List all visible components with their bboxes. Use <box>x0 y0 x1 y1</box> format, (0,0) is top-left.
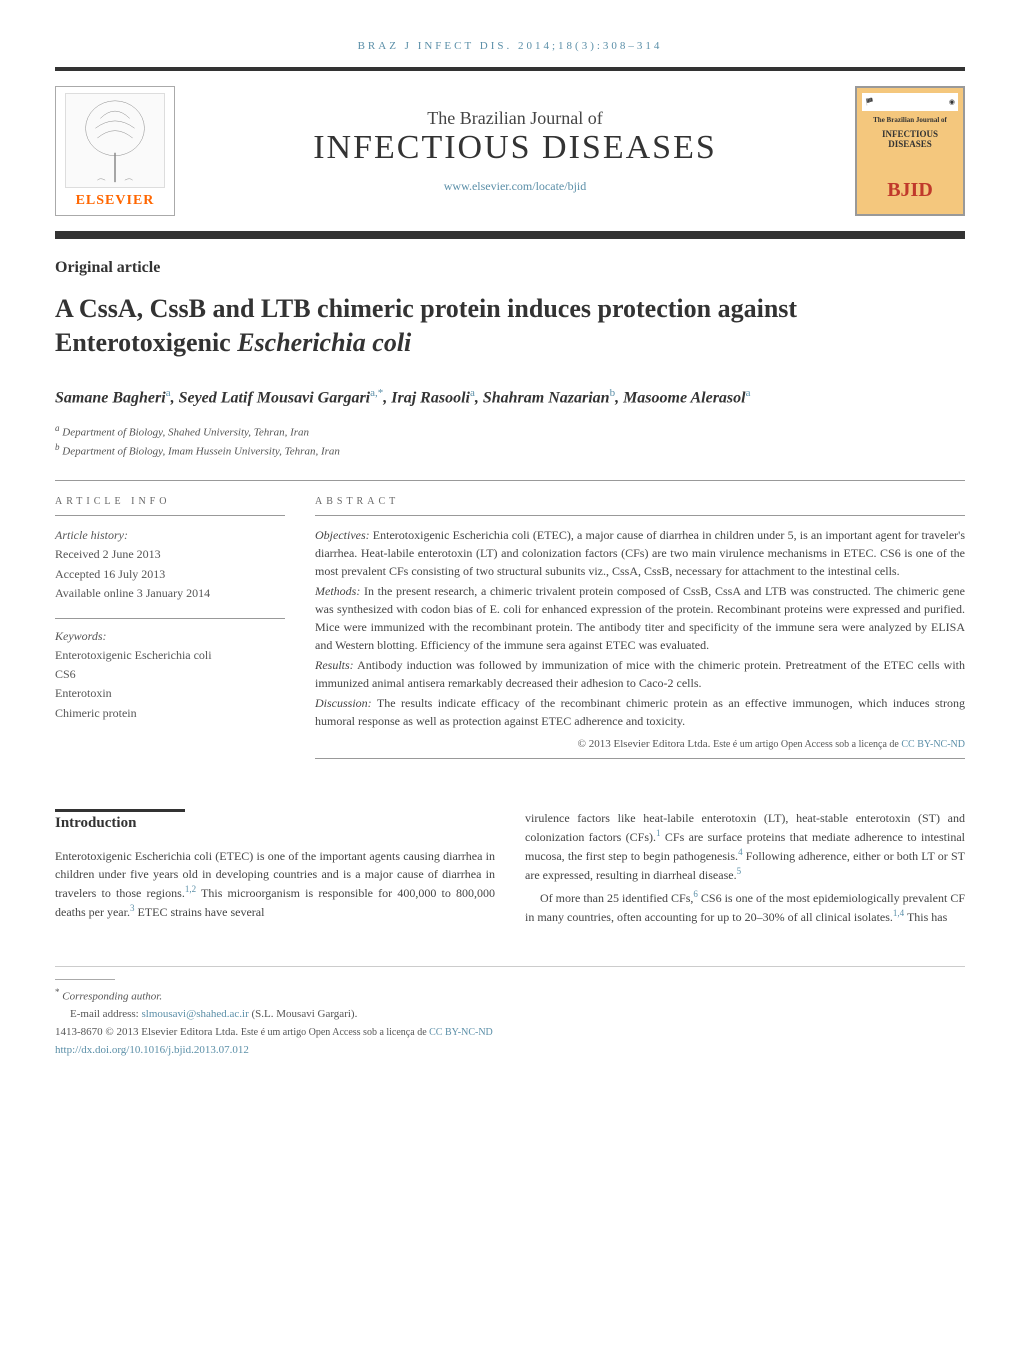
body-columns: Introduction Enterotoxigenic Escherichia… <box>55 809 965 926</box>
ref-1-4[interactable]: 1,4 <box>893 908 904 918</box>
info-underline <box>55 515 285 516</box>
history-online: Available online 3 January 2014 <box>55 584 285 603</box>
author-4-affil: b <box>610 387 616 399</box>
ref-5[interactable]: 5 <box>737 866 742 876</box>
abstract-underline <box>315 515 965 516</box>
introduction-header: Introduction <box>55 815 495 832</box>
results-text: Antibody induction was followed by immun… <box>315 658 965 690</box>
objectives-text: Enterotoxigenic Escherichia coli (ETEC),… <box>315 528 965 578</box>
copyright-text: © 2013 Elsevier Editora Ltda. <box>578 738 713 750</box>
history-accepted: Accepted 16 July 2013 <box>55 565 285 584</box>
author-1-affil: a <box>166 387 171 399</box>
body-col-left: Introduction Enterotoxigenic Escherichia… <box>55 809 495 926</box>
cover-bjid: BJID <box>887 179 933 202</box>
history-received: Received 2 June 2013 <box>55 545 285 564</box>
discussion-text: The results indicate efficacy of the rec… <box>315 696 965 728</box>
body-col-right: virulence factors like heat-labile enter… <box>525 809 965 926</box>
license-link[interactable]: CC BY-NC-ND <box>901 739 965 750</box>
authors-list: Samane Bagheria, Seyed Latif Mousavi Gar… <box>55 385 965 410</box>
author-1: Samane Bagheri <box>55 389 166 406</box>
keywords-underline <box>55 618 285 619</box>
methods-label: Methods: <box>315 584 360 598</box>
intro-p1-end: ETEC strains have several <box>134 905 264 919</box>
intro-p2-start: Of more than 25 identified CFs, <box>540 891 693 905</box>
email-name: (S.L. Mousavi Gargari). <box>249 1008 358 1020</box>
affiliation-a: Department of Biology, Shahed University… <box>62 427 309 439</box>
open-access-text: Este é um artigo Open Access sob a licen… <box>713 739 901 750</box>
footer-open-access: Este é um artigo Open Access sob a licen… <box>241 1027 429 1038</box>
intro-p2-end: This has <box>904 910 947 924</box>
keywords-list: Enterotoxigenic Escherichia coli CS6 Ent… <box>55 646 285 723</box>
journal-cover-thumb: 🏴 ◉ The Brazilian Journal of INFECTIOUS … <box>855 86 965 216</box>
abstract-bottom-line <box>315 758 965 759</box>
keywords-label: Keywords: <box>55 629 285 644</box>
discussion-label: Discussion: <box>315 696 372 710</box>
elsevier-text: ELSEVIER <box>76 193 155 209</box>
intro-text-left: Enterotoxigenic Escherichia coli (ETEC) … <box>55 847 495 921</box>
email-label: E-mail address: <box>70 1008 141 1020</box>
footer-divider <box>55 979 115 980</box>
cover-pretitle: The Brazilian Journal of <box>873 116 947 124</box>
author-2: Seyed Latif Mousavi Gargari <box>179 389 371 406</box>
journal-title-block: The Brazilian Journal of INFECTIOUS DISE… <box>175 108 855 194</box>
journal-pre-title: The Brazilian Journal of <box>175 108 855 129</box>
title-text: A CssA, CssB and LTB chimeric protein in… <box>55 294 797 357</box>
results-label: Results: <box>315 658 354 672</box>
abstract-column: ABSTRACT Objectives: Enterotoxigenic Esc… <box>315 496 965 769</box>
page-citation: BRAZ J INFECT DIS. 2014;18(3):308–314 <box>55 40 965 52</box>
affiliations: a Department of Biology, Shahed Universi… <box>55 422 965 460</box>
abstract-copyright: © 2013 Elsevier Editora Ltda. Este é um … <box>315 738 965 750</box>
author-3-affil: a <box>470 387 475 399</box>
journal-main-title: INFECTIOUS DISEASES <box>175 129 855 167</box>
abstract-header: ABSTRACT <box>315 496 965 507</box>
cover-globe-icon: ◉ <box>949 98 955 106</box>
title-species: Escherichia coli <box>237 328 411 357</box>
journal-header: ELSEVIER The Brazilian Journal of INFECT… <box>55 86 965 216</box>
keyword-3: Enterotoxin <box>55 684 285 703</box>
intro-header-line <box>55 809 185 812</box>
methods-text: In the present research, a chimeric triv… <box>315 584 965 652</box>
cover-flag-icon: 🏴 <box>865 98 874 106</box>
elsevier-tree-icon <box>65 93 165 188</box>
author-2-affil: a,* <box>370 387 383 399</box>
elsevier-logo: ELSEVIER <box>55 86 175 216</box>
author-4: Shahram Nazarian <box>483 389 610 406</box>
email-link[interactable]: slmousavi@shahed.ac.ir <box>141 1008 248 1020</box>
corresponding-label: Corresponding author. <box>62 991 162 1003</box>
info-abstract-row: ARTICLE INFO Article history: Received 2… <box>55 496 965 769</box>
cover-title: INFECTIOUS DISEASES <box>862 129 958 149</box>
footer-license-link[interactable]: CC BY-NC-ND <box>429 1027 493 1038</box>
article-info-column: ARTICLE INFO Article history: Received 2… <box>55 496 285 769</box>
keyword-4: Chimeric protein <box>55 704 285 723</box>
doi-link[interactable]: http://dx.doi.org/10.1016/j.bjid.2013.07… <box>55 1042 965 1060</box>
journal-url[interactable]: www.elsevier.com/locate/bjid <box>175 179 855 194</box>
article-history: Article history: Received 2 June 2013 Ac… <box>55 526 285 603</box>
keyword-2: CS6 <box>55 665 285 684</box>
page-footer: * Corresponding author. E-mail address: … <box>55 966 965 1059</box>
author-3: Iraj Rasooli <box>391 389 470 406</box>
header-bottom-divider <box>55 231 965 239</box>
cover-top-bar: 🏴 ◉ <box>862 93 958 111</box>
author-5: Masoome Alerasol <box>623 389 746 406</box>
article-type: Original article <box>55 259 965 277</box>
intro-text-right: virulence factors like heat-labile enter… <box>525 809 965 926</box>
affiliation-b: Department of Biology, Imam Hussein Univ… <box>62 446 340 458</box>
issn-copyright: 1413-8670 © 2013 Elsevier Editora Ltda. <box>55 1026 241 1038</box>
article-info-header: ARTICLE INFO <box>55 496 285 507</box>
objectives-label: Objectives: <box>315 528 370 542</box>
abstract-text: Objectives: Enterotoxigenic Escherichia … <box>315 526 965 730</box>
keyword-1: Enterotoxigenic Escherichia coli <box>55 646 285 665</box>
article-title: A CssA, CssB and LTB chimeric protein in… <box>55 292 965 360</box>
history-label: Article history: <box>55 526 285 545</box>
ref-1-2[interactable]: 1,2 <box>185 884 196 894</box>
top-divider <box>55 67 965 71</box>
author-5-affil: a <box>746 387 751 399</box>
content-divider <box>55 480 965 481</box>
